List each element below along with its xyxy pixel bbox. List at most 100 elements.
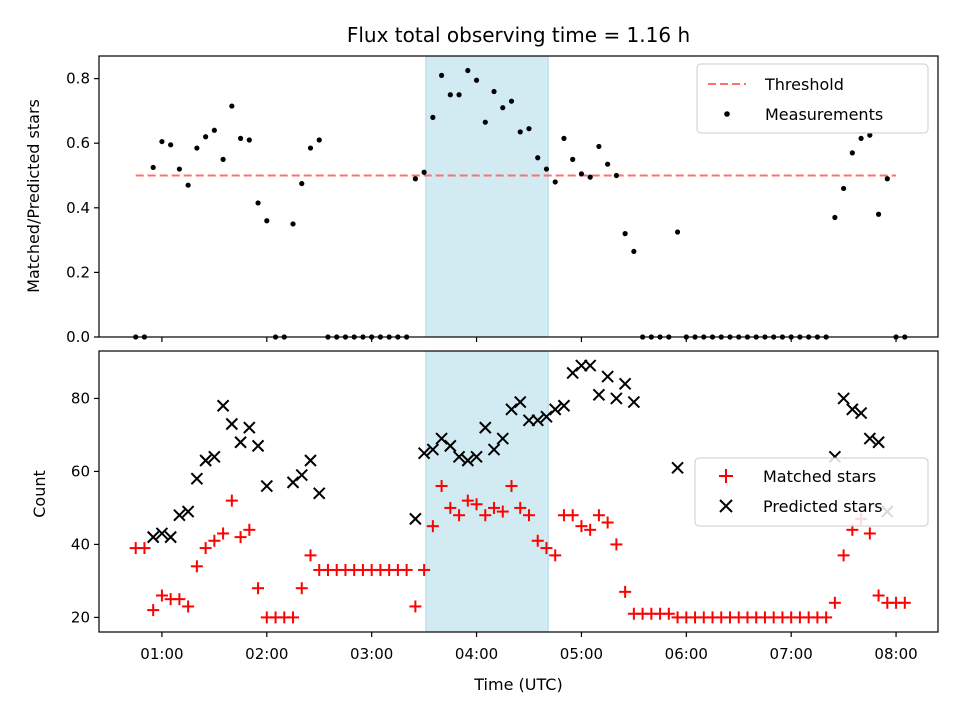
measurement-point	[176, 166, 183, 172]
matched-star-marker	[575, 520, 588, 533]
y-tick-label: 0.4	[66, 199, 90, 217]
predicted-star-marker	[243, 421, 256, 434]
measurement-point	[229, 103, 235, 109]
x-tick-label: 01:00	[140, 645, 183, 663]
predicted-star-marker	[199, 454, 212, 467]
x-tick-label: 03:00	[350, 645, 393, 663]
measurement-point	[465, 67, 471, 74]
predicted-star-marker	[417, 446, 431, 460]
predicted-star-marker	[540, 410, 553, 423]
predicted-star-marker	[295, 468, 308, 482]
matched-star-marker	[173, 593, 186, 606]
measurement-point	[150, 164, 156, 171]
matched-star-marker	[295, 582, 308, 595]
measurement-point	[299, 180, 305, 187]
predicted-star-marker	[592, 388, 606, 401]
predicted-star-marker	[251, 439, 265, 453]
matched-star-marker	[400, 563, 413, 576]
measurement-point	[159, 138, 165, 145]
matched-star-markers	[129, 480, 911, 624]
matched-star-marker	[610, 538, 623, 551]
measurement-point	[552, 179, 558, 185]
measurement-point	[421, 169, 427, 175]
matched-star-marker	[549, 549, 562, 562]
top-legend-box	[696, 63, 929, 134]
matched-star-marker	[470, 498, 483, 511]
matched-star-marker	[514, 501, 527, 514]
top-y-axis-label: Matched/Predicted stars	[24, 99, 43, 293]
measurement-point	[264, 218, 270, 224]
predicted-star-marker	[872, 436, 885, 449]
measurement-point	[447, 92, 453, 98]
matched-legend-swatch	[719, 469, 733, 483]
top-axes-frame	[98, 55, 939, 338]
matched-star-marker	[531, 534, 544, 547]
matched-star-marker	[601, 516, 614, 529]
measurement-point	[867, 132, 873, 138]
measurement-point	[246, 137, 252, 143]
matched-star-marker	[522, 509, 535, 522]
predicted-star-marker	[234, 436, 247, 449]
matched-star-marker	[182, 600, 195, 613]
matched-star-marker	[828, 596, 841, 609]
predicted-star-marker	[461, 454, 475, 467]
measurement-points	[133, 67, 908, 340]
matched-star-marker	[592, 509, 605, 522]
predicted-star-marker	[313, 487, 326, 500]
matched-star-marker	[872, 589, 885, 602]
predicted-star-markers	[146, 359, 894, 544]
predicted-star-marker	[566, 366, 579, 380]
matched-star-marker	[566, 509, 579, 522]
measurement-point	[875, 211, 882, 217]
predicted-star-marker	[854, 406, 868, 420]
measurement-point	[832, 214, 838, 221]
predicted-legend-label: Predicted stars	[763, 497, 883, 516]
measurement-point	[613, 172, 619, 179]
matched-star-marker	[190, 560, 203, 573]
bottom-y-axis-label: Count	[30, 470, 49, 518]
y-tick-label: 60	[71, 462, 90, 480]
measurement-point	[203, 134, 209, 140]
matched-star-marker	[138, 542, 151, 555]
measurement-point	[631, 248, 637, 255]
measurement-point	[473, 77, 480, 83]
x-tick-label: 08:00	[874, 645, 917, 663]
y-tick-label: 0.6	[66, 134, 90, 152]
measurement-point	[587, 174, 593, 180]
y-tick-label: 0.2	[66, 263, 90, 281]
matched-star-marker	[461, 494, 474, 507]
predicted-star-marker	[496, 432, 509, 445]
measurement-point	[858, 135, 864, 141]
matched-star-marker	[505, 480, 518, 493]
matched-star-marker	[208, 534, 221, 547]
bottom-legend-box	[694, 457, 929, 527]
matched-star-marker	[435, 480, 448, 493]
predicted-star-marker	[846, 403, 859, 416]
y-tick-label: 80	[71, 389, 90, 407]
predicted-star-marker	[487, 443, 501, 456]
predicted-star-marker	[618, 377, 632, 391]
matched-star-marker	[147, 604, 160, 617]
matched-star-marker	[426, 520, 439, 533]
measurement-point	[561, 135, 567, 141]
count-panel: 01:00 02:00 03:00 04:00 05:00 06:00 07:00 08:00…	[30, 350, 939, 694]
measurement-point	[596, 143, 602, 150]
predicted-star-marker	[671, 461, 684, 474]
matched-star-marker	[304, 549, 317, 562]
matched-star-marker	[199, 542, 212, 555]
predicted-star-marker	[155, 527, 169, 540]
measurement-point	[508, 98, 515, 104]
matched-star-marker	[479, 509, 492, 522]
measurement-point	[168, 142, 174, 148]
measurements-legend-swatch	[724, 111, 730, 117]
predicted-star-marker	[452, 450, 466, 464]
matched-star-marker	[243, 523, 256, 536]
predicted-star-marker	[304, 454, 317, 467]
predicted-star-marker	[548, 403, 562, 416]
y-tick-label: 40	[71, 535, 90, 553]
measurement-point	[456, 92, 462, 98]
predicted-star-marker	[479, 421, 492, 434]
y-tick-label: 20	[71, 608, 90, 626]
measurement-point	[438, 72, 445, 78]
matched-star-marker	[453, 509, 466, 522]
